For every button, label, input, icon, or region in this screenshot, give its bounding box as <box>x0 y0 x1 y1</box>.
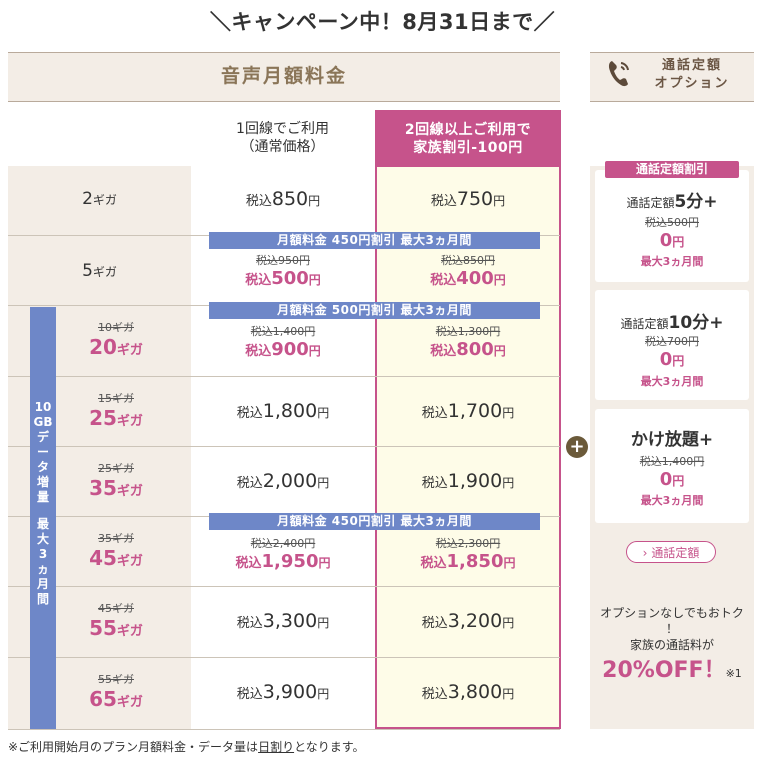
price-normal: 税込3,900円 <box>236 681 330 703</box>
option-discount-badge: 通話定額割引 <box>605 161 739 178</box>
option-card-10min <box>595 290 749 400</box>
price-normal: 税込2,000円 <box>236 470 330 492</box>
price-family-new: 税込1,850円 <box>420 551 516 572</box>
price-family-old: 税込850円 <box>441 254 495 267</box>
row-label-45gb: 45ギガ <box>89 546 143 570</box>
price-normal: 税込3,300円 <box>236 610 330 632</box>
row-label-2gb: 2ギガ <box>82 189 117 209</box>
plan-header: 音声月額料金 <box>8 52 560 102</box>
row-label-old: 45ギガ <box>98 602 134 615</box>
discount-banner: 月額料金 500円割引 最大3ヵ月間 <box>209 302 540 319</box>
row-label-55gb: 55ギガ <box>89 616 143 640</box>
option-card-5min <box>595 170 749 282</box>
footnote: ※ご利用開始月のプラン月額料金・データ量は日割りとなります。 <box>8 740 365 754</box>
option-10min-note: 最大3ヵ月間 <box>640 375 704 388</box>
row-label-old: 25ギガ <box>98 462 134 475</box>
price-family-new: 税込800円 <box>430 339 506 360</box>
price-normal-new: 税込500円 <box>245 268 321 289</box>
prorate-link[interactable]: 日割り <box>258 740 295 754</box>
column-header-normal: 1回線でご利用 （通常価格） <box>236 121 329 155</box>
option-10min-title: 通話定額10分+ <box>620 313 724 333</box>
discount-banner: 月額料金 450円割引 最大3ヵ月間 <box>209 513 540 530</box>
price-normal-old: 税込2,400円 <box>250 537 316 550</box>
chevron-right-icon: › <box>642 546 648 560</box>
price-family-old: 税込1,300円 <box>435 325 501 338</box>
price-family-new: 税込400円 <box>430 268 506 289</box>
option-header-title: 通話定額 オプション <box>654 58 730 91</box>
option-5min-old-price: 税込500円 <box>645 216 699 229</box>
price-normal-new: 税込1,950円 <box>235 551 331 572</box>
option-5min-note: 最大3ヵ月間 <box>640 255 704 268</box>
price-family-old: 税込2,300円 <box>435 537 501 550</box>
option-message: オプションなしでもおトク ！ 家族の通話料が <box>600 606 744 652</box>
option-10min-old-price: 税込700円 <box>645 335 699 348</box>
row-label-35gb: 35ギガ <box>89 476 143 500</box>
option-5min-title: 通話定額5分+ <box>626 192 718 212</box>
price-family: 税込3,200円 <box>421 610 515 632</box>
option-unlimited-title: かけ放題+ <box>630 430 714 450</box>
price-normal-new: 税込900円 <box>245 339 321 360</box>
price-family: 税込3,800円 <box>421 681 515 703</box>
row-label-old: 35ギガ <box>98 532 134 545</box>
row-label-old: 15ギガ <box>98 392 134 405</box>
price-normal: 税込850円 <box>245 188 321 210</box>
price-normal-old: 税込950円 <box>256 254 310 267</box>
row-label-old: 55ギガ <box>98 673 134 686</box>
row-label-25gb: 25ギガ <box>89 406 143 430</box>
row-label-65gb: 65ギガ <box>89 687 143 711</box>
price-family: 税込1,900円 <box>421 470 515 492</box>
option-header <box>590 52 754 102</box>
row-divider <box>8 376 560 377</box>
plan-header-title: 音声月額料金 <box>220 65 347 87</box>
price-normal-old: 税込1,400円 <box>250 325 316 338</box>
option-unlimited-old-price: 税込1,400円 <box>639 455 705 468</box>
family-call-discount: 20%OFF！※1 <box>602 658 742 683</box>
row-divider <box>8 729 560 730</box>
option-10min-new-price: 0円 <box>659 349 685 370</box>
row-divider <box>8 657 560 658</box>
row-divider <box>8 586 560 587</box>
family-column-highlight <box>375 167 561 729</box>
phone-icon <box>606 58 632 90</box>
row-label-old: 10ギガ <box>98 321 134 334</box>
call-plan-link[interactable]: › 通話定額 <box>626 541 716 563</box>
row-label-5gb: 5ギガ <box>82 261 117 281</box>
option-unlimited-note: 最大3ヵ月間 <box>640 494 704 507</box>
price-family: 税込750円 <box>430 188 506 210</box>
row-divider <box>8 446 560 447</box>
row-label-20gb: 20ギガ <box>89 335 143 359</box>
data-increase-bar <box>30 307 56 729</box>
option-unlimited-new-price: 0円 <box>659 469 685 490</box>
column-header-family: 2回線以上ご利用で 家族割引-100円 <box>375 110 561 168</box>
campaign-title: ＼キャンペーン中！8月31日まで／ <box>209 10 556 34</box>
option-5min-new-price: 0円 <box>659 230 685 251</box>
option-card-unlimited <box>595 409 749 523</box>
price-family: 税込1,700円 <box>421 400 515 422</box>
price-normal: 税込1,800円 <box>236 400 330 422</box>
plus-icon: + <box>566 436 588 458</box>
data-increase-label: 10 GB データ増量最大 3 ヵ月間 <box>33 400 53 606</box>
discount-banner: 月額料金 450円割引 最大3ヵ月間 <box>209 232 540 249</box>
